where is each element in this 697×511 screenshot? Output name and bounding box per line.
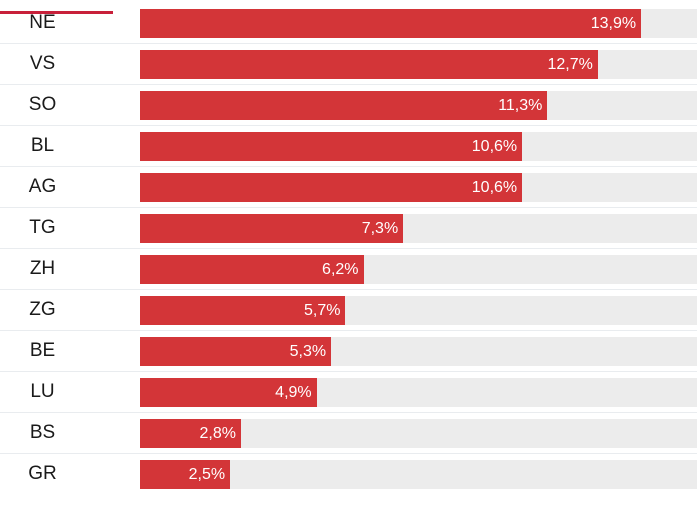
bar-track: 2,5% <box>140 460 697 489</box>
value-label: 10,6% <box>471 179 518 196</box>
chart-row: BE 5,3% <box>0 331 697 372</box>
header-accent-line-left <box>0 11 113 14</box>
value-label: 2,5% <box>188 466 226 483</box>
bar-track: 10,6% <box>140 132 697 161</box>
bar-track: 13,9% <box>140 9 697 38</box>
value-label: 7,3% <box>361 220 399 237</box>
bar: 5,7% <box>140 296 346 325</box>
value-label: 10,6% <box>471 138 518 155</box>
chart-row: AG 10,6% <box>0 167 697 208</box>
category-label: AG <box>28 176 57 197</box>
value-label: 6,2% <box>322 261 359 278</box>
bar-track: 2,8% <box>140 419 697 448</box>
bar: 13,9% <box>140 9 642 38</box>
category-label: BE <box>29 340 56 361</box>
value-label: 5,3% <box>289 343 327 360</box>
category-label: GR <box>28 463 57 484</box>
bar: 10,6% <box>140 173 523 202</box>
category-label: NE <box>29 12 56 33</box>
chart-row: ZG 5,7% <box>0 290 697 331</box>
value-label: 12,7% <box>547 56 593 73</box>
bar-track: 5,3% <box>140 337 697 366</box>
chart-row: VS 12,7% <box>0 44 697 85</box>
value-label: 4,9% <box>275 384 312 401</box>
chart-row: NE 13,9% <box>0 3 697 44</box>
category-label: LU <box>30 381 55 402</box>
chart-row: LU 4,9% <box>0 372 697 413</box>
chart-row: ZH 6,2% <box>0 249 697 290</box>
chart-row: BS 2,8% <box>0 413 697 454</box>
bar-track: 4,9% <box>140 378 697 407</box>
chart-row: TG 7,3% <box>0 208 697 249</box>
bar: 10,6% <box>140 132 523 161</box>
value-label: 5,7% <box>304 302 341 319</box>
bar-track: 11,3% <box>140 91 697 120</box>
bar-track: 6,2% <box>140 255 697 284</box>
bar: 6,2% <box>140 255 364 284</box>
category-label: ZG <box>29 299 56 320</box>
bar-track: 5,7% <box>140 296 697 325</box>
bar: 12,7% <box>140 50 598 79</box>
category-label: TG <box>29 217 56 238</box>
category-label: SO <box>28 94 57 115</box>
category-label: VS <box>29 53 56 74</box>
value-label: 2,8% <box>199 425 236 442</box>
value-label: 11,3% <box>498 97 543 114</box>
bar-chart: NE 13,9% VS 12,7% SO 11,3% BL 10,6% AG 10,6% TG 7,3… <box>0 3 697 495</box>
bar: 5,3% <box>140 337 332 366</box>
category-label: BL <box>30 135 55 156</box>
value-label: 13,9% <box>590 15 637 32</box>
bar: 2,8% <box>140 419 241 448</box>
chart-row: BL 10,6% <box>0 126 697 167</box>
bar: 2,5% <box>140 460 231 489</box>
bar-track: 12,7% <box>140 50 697 79</box>
bar: 11,3% <box>140 91 548 120</box>
bar: 7,3% <box>140 214 404 243</box>
bar-track: 7,3% <box>140 214 697 243</box>
category-label: BS <box>29 422 56 443</box>
chart-row: SO 11,3% <box>0 85 697 126</box>
bar: 4,9% <box>140 378 317 407</box>
category-label: ZH <box>29 258 56 279</box>
bar-track: 10,6% <box>140 173 697 202</box>
chart-row: GR 2,5% <box>0 454 697 495</box>
